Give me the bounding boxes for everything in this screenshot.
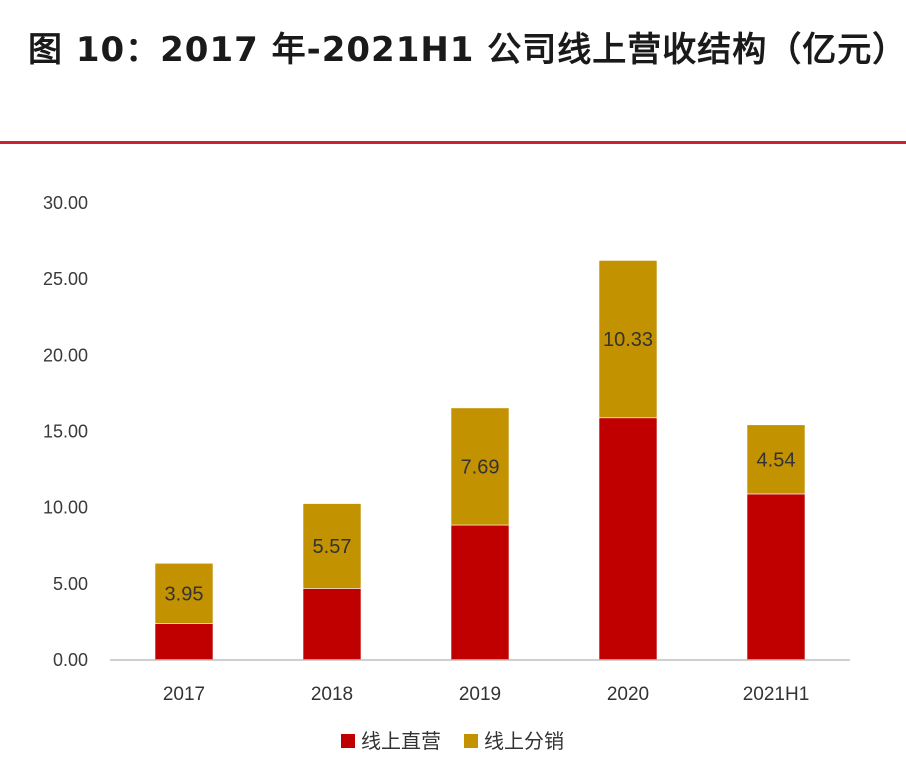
data-label: 3.95 [165, 583, 204, 605]
bar-segment-online-direct [746, 493, 806, 661]
bars [154, 260, 806, 661]
legend-swatch-online-distribution [464, 734, 478, 748]
x-tick-label: 2018 [311, 684, 353, 705]
bar-segment-online-distribution [746, 424, 806, 495]
bar-segment-online-distribution [598, 260, 658, 419]
y-tick-label: 0.00 [53, 650, 88, 670]
y-tick-label: 20.00 [43, 345, 88, 365]
data-label: 7.69 [461, 456, 500, 478]
x-tick-label: 2019 [459, 684, 501, 705]
legend-swatch-online-direct [341, 734, 355, 748]
data-label: 10.33 [603, 329, 653, 351]
bar-segment-online-direct [154, 623, 214, 661]
bar-segment-online-direct [302, 588, 362, 661]
bar-segment-online-direct [598, 417, 658, 661]
chart-title: 图 10：2017 年-2021H1 公司线上营收结构（亿元） [28, 30, 906, 70]
x-axis: 2017 2018 2019 2020 2021H1 [163, 684, 809, 705]
bar-segment-online-direct [450, 524, 510, 661]
x-tick-label: 2017 [163, 684, 205, 705]
y-tick-label: 5.00 [53, 574, 88, 594]
y-tick-label: 15.00 [43, 422, 88, 442]
y-tick-label: 25.00 [43, 269, 88, 289]
x-tick-label: 2020 [607, 684, 649, 705]
data-label: 5.57 [313, 536, 352, 558]
y-axis: 0.00 5.00 10.00 15.00 20.00 25.00 30.00 [43, 193, 88, 670]
bar-segment-online-distribution [302, 503, 362, 589]
x-tick-label: 2021H1 [743, 684, 810, 705]
legend-label: 线上直营 [361, 729, 441, 753]
data-labels: 3.95 5.57 7.69 10.33 4.54 [165, 329, 796, 605]
legend-label: 线上分销 [484, 729, 564, 753]
bar-segment-online-distribution [450, 407, 510, 526]
y-tick-label: 30.00 [43, 193, 88, 213]
legend: 线上直营 线上分销 [341, 729, 564, 753]
y-tick-label: 10.00 [43, 498, 88, 518]
title-divider [0, 141, 906, 144]
bar-segment-online-distribution [154, 562, 214, 624]
data-label: 4.54 [757, 449, 796, 471]
